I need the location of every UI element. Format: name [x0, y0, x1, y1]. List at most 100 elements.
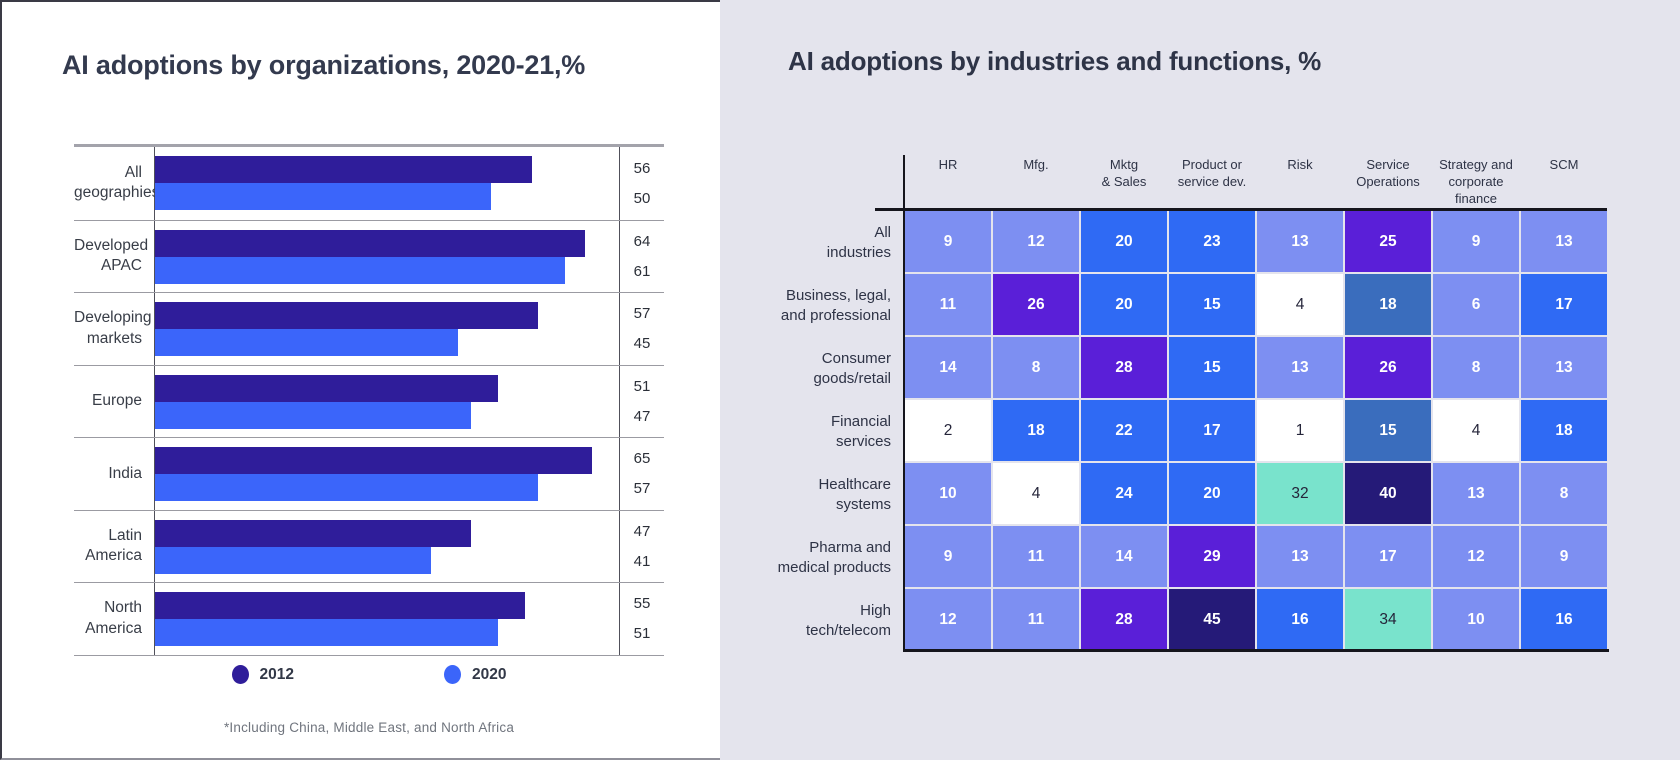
bar-2020	[155, 256, 566, 284]
heatmap-cell: 13	[1433, 463, 1519, 524]
bar-row-label: Developed APAC	[74, 220, 155, 292]
bar-row-label: Europe	[74, 365, 155, 437]
bar-2012	[155, 592, 525, 619]
value-label: 51	[633, 625, 651, 643]
heatmap-cell: 17	[1169, 400, 1255, 461]
heatmap-cell: 4	[993, 463, 1079, 524]
heatmap-cell: 9	[1521, 526, 1607, 587]
heatmap-top-border	[875, 208, 1607, 211]
legend-item-2012: 2012	[231, 665, 294, 684]
bar-row-label: All geographies	[74, 147, 159, 220]
heatmap-cell: 20	[1081, 274, 1167, 335]
heatmap-cell: 4	[1257, 274, 1343, 335]
heatmap-cell: 8	[993, 337, 1079, 398]
bar-2012	[155, 302, 539, 329]
chart-legend: 2012 2020	[74, 665, 664, 684]
industries-heatmap-title: AI adoptions by industries and functions…	[788, 46, 1322, 76]
heatmap-cell: 10	[905, 463, 991, 524]
bar-chart-row: India 65 57	[74, 437, 664, 510]
heatmap-cell: 8	[1521, 463, 1607, 524]
heatmap-cell: 26	[993, 274, 1079, 335]
heatmap-cell: 28	[1081, 337, 1167, 398]
bar-row-label: Latin America	[74, 510, 155, 582]
value-label: 56	[633, 159, 651, 177]
column-header: HR	[938, 157, 958, 172]
value-label: 64	[633, 232, 651, 250]
heatmap-cell: 10	[1433, 589, 1519, 650]
heatmap-cell: 32	[1257, 463, 1343, 524]
bar-2012	[155, 374, 498, 402]
heatmap-cell: 25	[1345, 211, 1431, 272]
row-label: Consumer goods/retail	[813, 350, 891, 387]
bar-row-label: India	[74, 438, 155, 510]
heatmap-cell: 20	[1169, 463, 1255, 524]
organizations-chart-title: AI adoptions by organizations, 2020-21,%	[62, 50, 586, 80]
bar-chart-row: North America 55 51	[74, 582, 664, 655]
heatmap-cell: 24	[1081, 463, 1167, 524]
heatmap-cell: 1	[1257, 400, 1343, 461]
heatmap-cell: 13	[1257, 526, 1343, 587]
heatmap-cell: 15	[1169, 337, 1255, 398]
heatmap-cell: 23	[1169, 211, 1255, 272]
value-label: 47	[633, 407, 651, 425]
value-label: 65	[633, 450, 651, 468]
heatmap-cell: 13	[1257, 337, 1343, 398]
heatmap-cell: 13	[1521, 337, 1607, 398]
bar-2012	[155, 519, 472, 547]
bar-2012	[155, 156, 532, 183]
bar-2020	[155, 329, 458, 356]
heatmap-axis-line	[903, 155, 905, 651]
heatmap-cell: 40	[1345, 463, 1431, 524]
heatmap-cell: 45	[1169, 589, 1255, 650]
heatmap-cells: 9 12 20 23 13 25 9 13 11 26 20 15 4 18 6 17 14 8 28 15 13 26 8…	[905, 211, 1607, 650]
row-label: Pharma and medical products	[777, 539, 891, 576]
industries-heatmap-panel: AI adoptions by industries and functions…	[720, 0, 1680, 760]
heatmap-cell: 9	[905, 211, 991, 272]
heatmap-cell: 14	[905, 337, 991, 398]
industries-functions-heatmap: HR Mfg. Mktg & Sales Product or service dev. R…	[740, 155, 1610, 655]
heatmap-cell: 29	[1169, 526, 1255, 587]
bar-2020	[155, 619, 498, 646]
heatmap-cell: 14	[1081, 526, 1167, 587]
column-header: Mktg & Sales	[1101, 157, 1147, 189]
heatmap-cell: 18	[993, 400, 1079, 461]
heatmap-cell: 11	[993, 589, 1079, 650]
column-header: Service Operations	[1356, 157, 1420, 189]
heatmap-cell: 18	[1521, 400, 1607, 461]
bar-group	[155, 365, 620, 437]
heatmap-cell: 6	[1433, 274, 1519, 335]
organizations-chart-panel: AI adoptions by organizations, 2020-21,%…	[0, 0, 720, 760]
bar-2012	[155, 229, 586, 257]
legend-label: 2020	[472, 665, 507, 683]
row-label: High tech/telecom	[805, 602, 891, 639]
heatmap-cell: 16	[1521, 589, 1607, 650]
heatmap-cell: 17	[1345, 526, 1431, 587]
value-label: 61	[633, 262, 651, 280]
heatmap-cell: 12	[1433, 526, 1519, 587]
heatmap-cell: 11	[993, 526, 1079, 587]
heatmap-cell: 13	[1521, 211, 1607, 272]
bar-2020	[155, 546, 431, 574]
value-label: 55	[633, 595, 651, 613]
column-header: Strategy and corporate finance	[1439, 157, 1513, 206]
column-header: SCM	[1549, 157, 1579, 172]
heatmap-bottom-border	[903, 649, 1609, 652]
column-header: Risk	[1287, 157, 1313, 172]
bar-chart-row: Europe 51 47	[74, 364, 664, 438]
bar-value-labels: 55 51	[620, 583, 664, 655]
heatmap-cell: 16	[1257, 589, 1343, 650]
chart-footnote: *Including China, Middle East, and North…	[223, 720, 515, 735]
heatmap-cell: 13	[1257, 211, 1343, 272]
bar-chart-row: Developed APAC 64 61	[74, 219, 664, 293]
bar-value-labels: 64 61	[620, 221, 664, 293]
heatmap-cell: 22	[1081, 400, 1167, 461]
bar-2020	[155, 474, 539, 501]
value-label: 51	[633, 377, 651, 395]
legend-label: 2012	[259, 665, 294, 683]
bar-value-labels: 51 47	[620, 366, 664, 438]
value-label: 57	[633, 480, 651, 498]
heatmap-row-labels: All industries Business, legal, and profess…	[740, 211, 891, 652]
value-label: 41	[633, 552, 651, 570]
bar-row-label: Developing markets	[74, 293, 155, 365]
